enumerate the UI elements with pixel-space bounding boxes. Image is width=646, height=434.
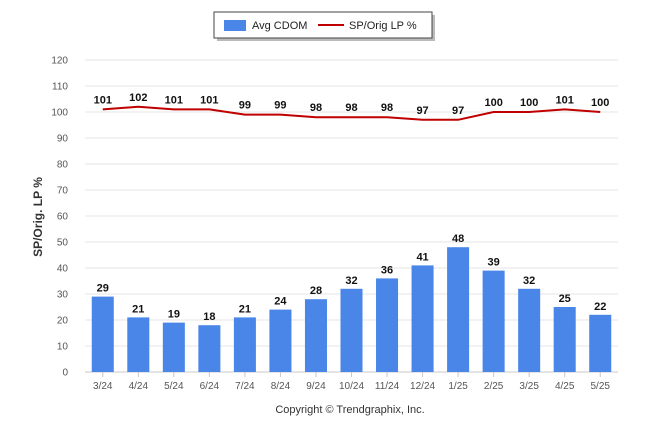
line-label-11/24: 98 — [381, 102, 393, 114]
line-label-10/24: 98 — [345, 102, 357, 114]
x-tick-label-11/24: 11/24 — [375, 381, 400, 392]
legend: Avg CDOM SP/Orig LP % — [213, 11, 435, 41]
bar-label-2/25: 39 — [488, 257, 500, 269]
x-tick-label-1/25: 1/25 — [448, 381, 468, 392]
y-tick-label-40: 40 — [57, 264, 69, 275]
y-tick-label-100: 100 — [51, 108, 68, 119]
bar-label-12/24: 41 — [416, 251, 428, 263]
bar-label-3/24: 29 — [97, 283, 109, 295]
bar-label-1/25: 48 — [452, 233, 464, 245]
x-tick-label-2/25: 2/25 — [484, 381, 504, 392]
y-tick-label-110: 110 — [52, 82, 68, 93]
x-tick-label-3/25: 3/25 — [519, 381, 539, 392]
x-tick-label-6/24: 6/24 — [200, 381, 220, 392]
legend-label-avg-cdom: Avg CDOM — [252, 20, 307, 32]
line-label-6/24: 101 — [200, 94, 218, 106]
bar-12/24 — [411, 265, 434, 372]
x-tick-label-5/24: 5/24 — [164, 381, 184, 392]
x-tick-label-9/24: 9/24 — [306, 381, 326, 392]
copyright-text: Copyright © Trendgraphix, Inc. — [275, 404, 424, 416]
bar-label-8/24: 24 — [274, 296, 287, 308]
bar-9/24 — [304, 299, 327, 372]
x-tick-label-4/24: 4/24 — [129, 381, 149, 392]
line-label-7/24: 99 — [239, 100, 251, 112]
bar-label-4/24: 21 — [132, 303, 144, 315]
line-label-5/24: 101 — [165, 94, 183, 106]
bar-4/24 — [127, 317, 150, 372]
y-tick-label-80: 80 — [57, 160, 69, 171]
bar-label-5/25: 22 — [594, 301, 606, 313]
y-tick-label-30: 30 — [57, 290, 69, 301]
bar-4/25 — [553, 307, 576, 372]
line-label-3/25: 100 — [520, 97, 538, 109]
bar-5/25 — [589, 314, 612, 372]
line-label-3/24: 101 — [94, 94, 112, 106]
x-tick-label-8/24: 8/24 — [271, 381, 291, 392]
line-label-2/25: 100 — [484, 97, 502, 109]
line-label-4/25: 101 — [556, 94, 574, 106]
bar-label-3/25: 32 — [523, 275, 535, 287]
bar-label-11/24: 36 — [381, 264, 393, 276]
line-label-4/24: 102 — [129, 92, 147, 104]
bar-label-10/24: 32 — [345, 275, 357, 287]
bar-label-5/24: 19 — [168, 309, 180, 321]
bar-3/25 — [518, 288, 541, 372]
x-tick-label-10/24: 10/24 — [339, 381, 364, 392]
line-label-12/24: 97 — [416, 105, 428, 117]
bar-label-9/24: 28 — [310, 285, 322, 297]
bar-label-6/24: 18 — [203, 311, 215, 323]
bar-7/24 — [233, 317, 256, 372]
y-tick-label-60: 60 — [57, 212, 69, 223]
x-axis: 3/24 4/24 5/24 6/24 7/24 8/24 9/24 10/24 11/24 12… — [85, 371, 618, 392]
bar-11/24 — [376, 278, 399, 372]
line-label-1/25: 97 — [452, 105, 464, 117]
legend-bar-swatch-icon — [224, 20, 246, 31]
y-axis-title: SP/Orig. LP % — [31, 177, 45, 257]
bar-series-avg-cdom — [91, 247, 612, 372]
bar-label-4/25: 25 — [559, 293, 571, 305]
legend-label-sp-orig-lp: SP/Orig LP % — [349, 20, 417, 32]
gridlines — [85, 59, 618, 373]
x-tick-label-3/24: 3/24 — [93, 381, 113, 392]
x-tick-label-4/25: 4/25 — [555, 381, 575, 392]
y-tick-label-70: 70 — [57, 186, 69, 197]
x-tick-label-7/24: 7/24 — [235, 381, 255, 392]
bar-5/24 — [162, 322, 185, 372]
y-tick-label-50: 50 — [57, 238, 69, 249]
x-tick-label-5/25: 5/25 — [590, 381, 610, 392]
bar-6/24 — [198, 325, 221, 372]
bar-10/24 — [340, 288, 363, 372]
y-axis: 0 10 20 30 40 50 60 70 80 90 100 110 120 — [51, 56, 68, 379]
bar-1/25 — [447, 247, 470, 372]
y-tick-label-10: 10 — [57, 342, 69, 353]
data-labels: 29 21 19 18 21 24 28 32 36 41 48 39 32 25 22 101 102 101 1… — [94, 92, 610, 323]
bar-2/25 — [482, 270, 505, 372]
bar-8/24 — [269, 309, 292, 372]
line-label-8/24: 99 — [274, 100, 286, 112]
line-label-9/24: 98 — [310, 102, 322, 114]
bar-label-7/24: 21 — [239, 303, 251, 315]
y-tick-label-90: 90 — [57, 134, 69, 145]
y-tick-label-0: 0 — [62, 368, 68, 379]
x-tick-label-12/24: 12/24 — [410, 381, 435, 392]
y-tick-label-120: 120 — [51, 56, 68, 67]
line-path — [102, 105, 601, 121]
line-series-sp-orig-lp — [102, 105, 601, 121]
bar-3/24 — [91, 296, 114, 372]
line-label-5/25: 100 — [591, 97, 609, 109]
y-tick-label-20: 20 — [57, 316, 69, 327]
